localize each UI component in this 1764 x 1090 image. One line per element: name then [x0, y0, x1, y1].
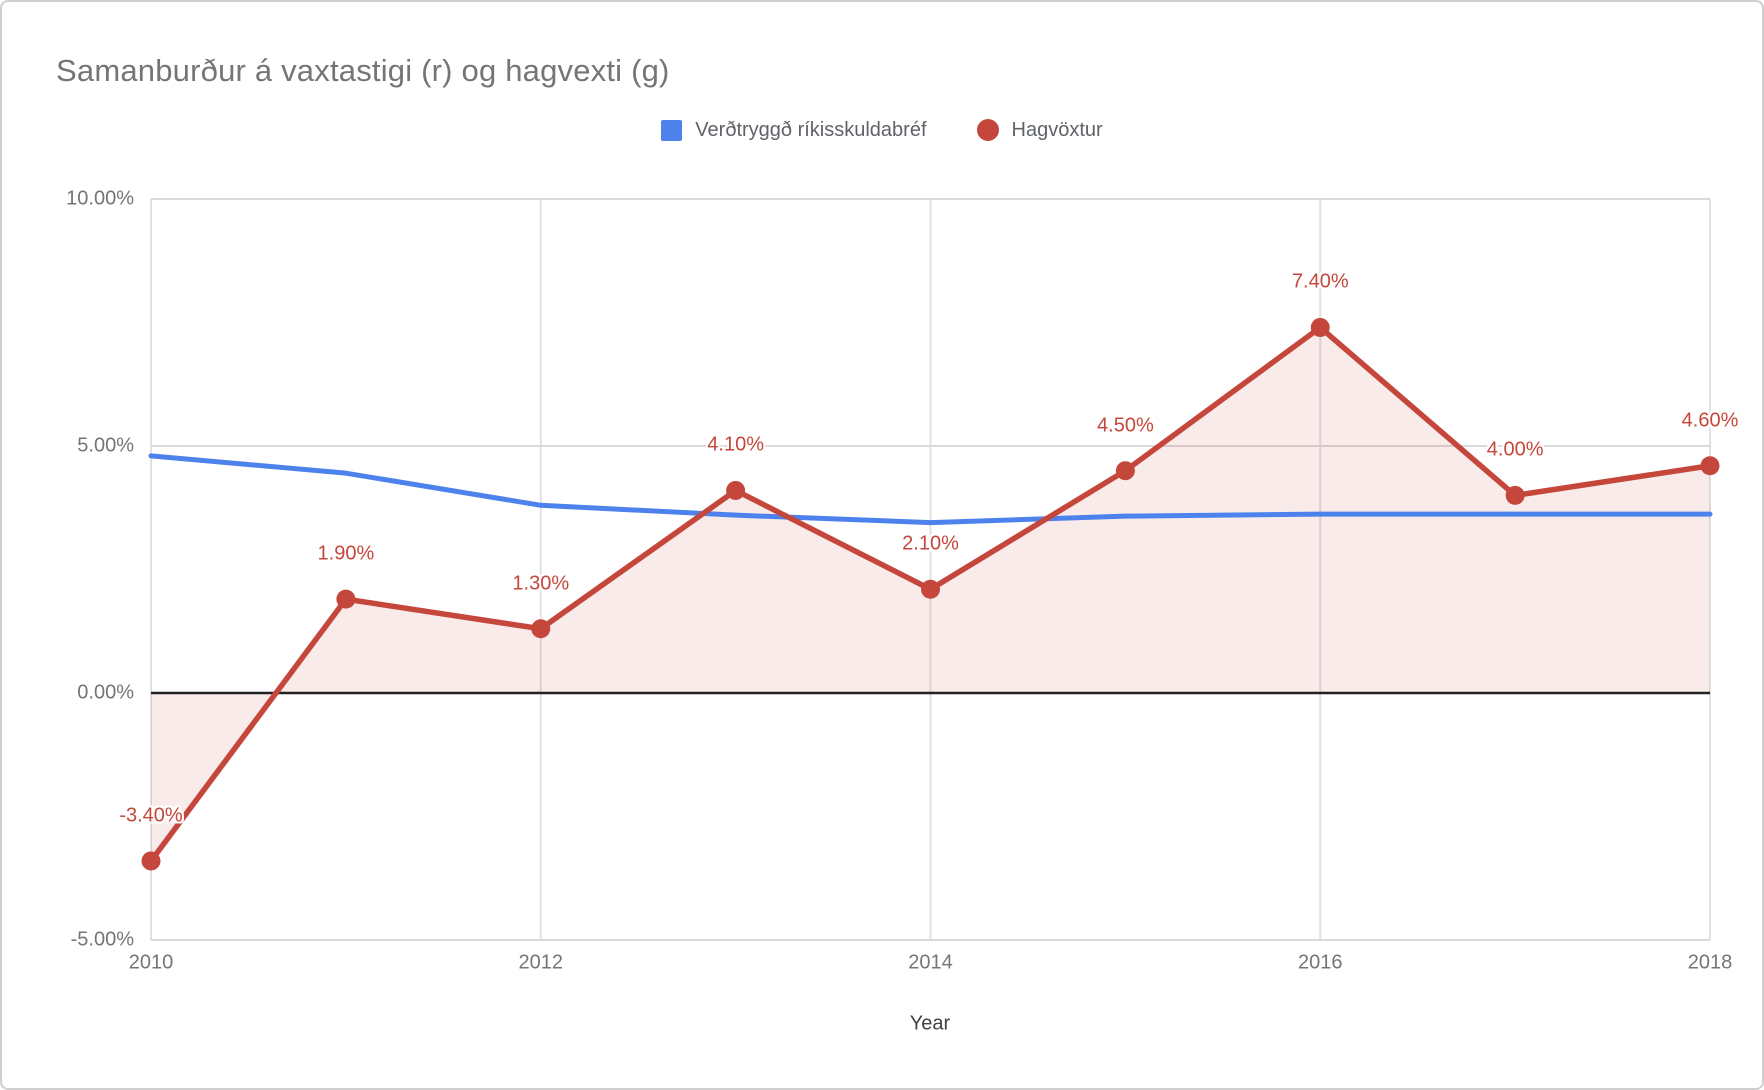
data-point-label: 4.60% [1681, 409, 1739, 432]
data-point-2016[interactable] [1310, 317, 1330, 337]
data-point-label: 4.10% [707, 433, 764, 456]
data-point-label: 2.10% [902, 532, 959, 555]
legend-circle-swatch-icon [976, 119, 999, 141]
x-axis-tick-label: 2010 [128, 951, 174, 974]
legend-item-growth[interactable]: Hagvöxtur [976, 118, 1103, 142]
legend-item-bonds[interactable]: Verðtryggð ríkisskuldabréf [661, 118, 927, 142]
legend-label-growth: Hagvöxtur [1011, 118, 1103, 141]
data-point-2010[interactable] [141, 851, 161, 871]
legend-label-bonds: Verðtryggð ríkisskuldabréf [695, 118, 927, 141]
data-point-label: -3.40% [119, 804, 183, 827]
x-axis-title: Year [909, 1012, 951, 1035]
y-axis-tick-label: 10.00% [66, 187, 134, 210]
x-axis-tick-label: 2016 [1298, 951, 1343, 974]
data-point-label: 1.30% [512, 572, 570, 595]
y-axis-tick-label: 5.00% [77, 434, 134, 457]
legend: Verðtryggð ríkisskuldabréf Hagvöxtur [2, 114, 1762, 146]
data-point-2012[interactable] [531, 619, 551, 639]
data-point-label: 1.90% [317, 542, 375, 565]
data-point-2018[interactable] [1700, 456, 1720, 476]
y-axis-tick-label: 0.00% [77, 681, 134, 704]
legend-square-swatch-icon [661, 119, 683, 141]
x-axis-tick-label: 2012 [518, 951, 564, 974]
data-point-2011[interactable] [336, 589, 356, 609]
data-point-label: 7.40% [1291, 270, 1349, 293]
data-point-label: 4.50% [1097, 414, 1154, 437]
data-point-2017[interactable] [1505, 485, 1525, 505]
x-axis-tick-label: 2014 [908, 951, 953, 974]
y-axis-tick-label: -5.00% [70, 928, 134, 951]
data-point-2014[interactable] [921, 579, 940, 599]
x-axis-tick-label: 2018 [1687, 951, 1733, 974]
data-point-2015[interactable] [1115, 461, 1135, 481]
data-point-2013[interactable] [726, 480, 746, 500]
data-point-label: 4.00% [1486, 438, 1544, 461]
chart-title: Samanburður á vaxtastigi (r) og hagvexti… [56, 53, 670, 88]
bonds-line [148, 453, 1713, 526]
